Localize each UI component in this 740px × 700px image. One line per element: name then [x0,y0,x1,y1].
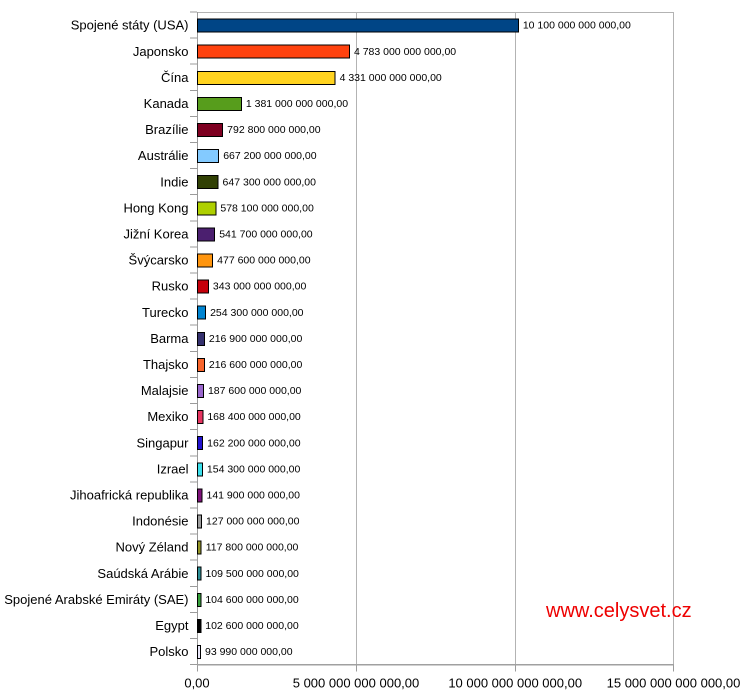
svg-text:1 381 000 000 000,00: 1 381 000 000 000,00 [246,98,348,110]
svg-text:104 600 000 000,00: 104 600 000 000,00 [205,594,299,606]
svg-text:216 600 000 000,00: 216 600 000 000,00 [209,359,303,371]
svg-text:5 000 000 000 000,00: 5 000 000 000 000,00 [293,675,420,690]
svg-text:477 600 000 000,00: 477 600 000 000,00 [217,255,311,267]
svg-text:Malajsie: Malajsie [141,383,189,398]
svg-text:Egypt: Egypt [155,618,189,633]
svg-text:109 500 000 000,00: 109 500 000 000,00 [205,568,299,580]
svg-text:Rusko: Rusko [152,279,189,294]
svg-text:Spojené Arabské Emiráty (SAE): Spojené Arabské Emiráty (SAE) [4,592,188,607]
svg-text:117 800 000 000,00: 117 800 000 000,00 [206,542,299,554]
svg-text:Izrael: Izrael [157,461,189,476]
svg-text:0,00: 0,00 [184,675,209,690]
svg-text:667 200 000 000,00: 667 200 000 000,00 [223,150,317,162]
svg-text:Mexiko: Mexiko [147,409,188,424]
svg-text:102 600 000 000,00: 102 600 000 000,00 [205,620,299,632]
svg-text:10 100 000 000 000,00: 10 100 000 000 000,00 [523,20,631,32]
svg-text:Jihoafrická republika: Jihoafrická republika [70,488,189,503]
svg-text:Indie: Indie [160,174,188,189]
svg-text:216 900 000 000,00: 216 900 000 000,00 [209,333,303,345]
svg-text:Thajsko: Thajsko [143,357,189,372]
svg-text:Jižní Korea: Jižní Korea [123,226,189,241]
svg-text:541 700 000 000,00: 541 700 000 000,00 [219,228,313,240]
svg-text:Čína: Čína [161,70,189,85]
svg-text:Singapur: Singapur [136,435,189,450]
svg-text:187 600 000 000,00: 187 600 000 000,00 [208,385,302,397]
svg-text:Hong Kong: Hong Kong [123,200,188,215]
svg-text:162 200 000 000,00: 162 200 000 000,00 [207,437,301,449]
svg-text:Švýcarsko: Švýcarsko [129,253,189,268]
svg-text:Saúdská Arábie: Saúdská Arábie [97,566,188,581]
svg-text:Spojené státy (USA): Spojené státy (USA) [71,18,189,33]
svg-text:Nový Zéland: Nový Zéland [116,540,189,555]
svg-text:Kanada: Kanada [144,96,190,111]
svg-text:127 000 000 000,00: 127 000 000 000,00 [206,516,300,528]
svg-text:Barma: Barma [150,331,189,346]
svg-text:168 400 000 000,00: 168 400 000 000,00 [207,411,301,423]
svg-text:154 300 000 000,00: 154 300 000 000,00 [207,463,301,475]
svg-text:4 331 000 000 000,00: 4 331 000 000 000,00 [340,72,442,84]
svg-text:93 990 000 000,00: 93 990 000 000,00 [205,646,293,658]
svg-text:578 100 000 000,00: 578 100 000 000,00 [220,202,314,214]
svg-text:Polsko: Polsko [149,644,188,659]
svg-text:10 000 000 000 000,00: 10 000 000 000 000,00 [448,675,582,690]
svg-text:www.celysvet.cz: www.celysvet.cz [545,600,692,622]
svg-text:254 300 000 000,00: 254 300 000 000,00 [210,307,304,319]
svg-text:792 800 000 000,00: 792 800 000 000,00 [227,124,321,136]
svg-text:4 783 000 000 000,00: 4 783 000 000 000,00 [354,46,456,58]
svg-text:15 000 000 000 000,00: 15 000 000 000 000,00 [607,675,740,690]
svg-text:Austrálie: Austrálie [138,148,189,163]
svg-text:141 900 000 000,00: 141 900 000 000,00 [207,490,301,502]
svg-text:Turecko: Turecko [142,305,188,320]
svg-text:Brazílie: Brazílie [145,122,188,137]
svg-text:343 000 000 000,00: 343 000 000 000,00 [213,281,307,293]
svg-text:Japonsko: Japonsko [133,44,189,59]
svg-text:Indonésie: Indonésie [132,514,188,529]
svg-text:647 300 000 000,00: 647 300 000 000,00 [223,176,317,188]
